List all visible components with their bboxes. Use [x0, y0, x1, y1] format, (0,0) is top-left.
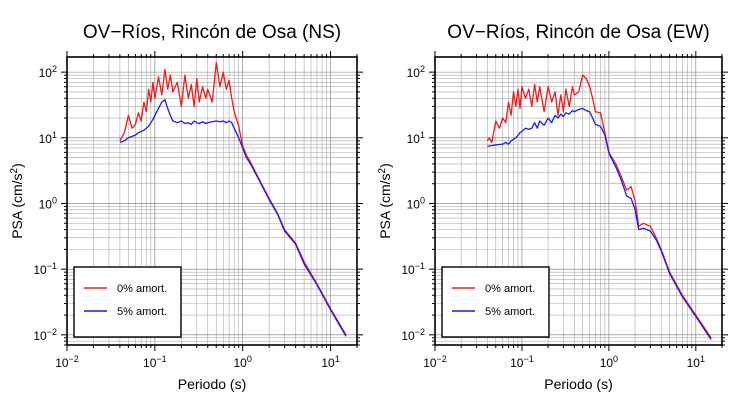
plot-frame [66, 56, 358, 346]
legend-label: 5% amort. [117, 306, 167, 318]
x-tick-label-base: 10 [510, 356, 524, 370]
plot-frame [434, 56, 723, 346]
y-tick-label: 101 [407, 130, 425, 146]
series-line-damping-0 [119, 61, 347, 336]
y-tick-label-base: 10 [33, 263, 47, 277]
x-tick-label: 100 [600, 354, 618, 370]
chart-ew: OV−Ríos, Rincón de Osa (EW)10−2 10−1 100 10… [377, 22, 728, 392]
x-axis-label: Periodo (s) [178, 376, 246, 392]
chart-ns: OV−Ríos, Rincón de Osa (NS)10−2 10−1 100 10… [9, 22, 363, 392]
y-tick-label-exp: 2 [52, 64, 57, 74]
x-tick-label-exp: −1 [523, 354, 533, 364]
y-tick-label-base: 10 [407, 66, 421, 80]
x-tick-label-base: 10 [143, 356, 157, 370]
x-tick-label: 10−1 [143, 354, 167, 370]
y-axis-label-sup: 2 [9, 167, 20, 173]
y-tick-label: 10−1 [401, 261, 425, 277]
series-line-damping-5 [119, 99, 347, 337]
y-tick-label-exp: −1 [47, 261, 57, 271]
y-axis-label-base: PSA (cm/s [9, 173, 25, 238]
y-tick-label: 10−1 [33, 261, 57, 277]
y-tick-label: 102 [407, 64, 425, 80]
y-tick-label-exp: −2 [47, 327, 57, 337]
x-tick-label: 10−1 [510, 354, 534, 370]
y-tick-label-exp: 0 [420, 195, 425, 205]
series-line-damping-5 [487, 107, 712, 340]
legend-item: 0% amort. [84, 283, 167, 295]
y-tick-label: 10−2 [33, 327, 57, 343]
ticks [61, 51, 363, 351]
x-tick-label: 101 [687, 354, 705, 370]
x-tick-label-exp: −2 [437, 354, 447, 364]
y-tick-label-base: 10 [407, 132, 421, 146]
x-tick-label: 10−2 [423, 354, 447, 370]
legend-box [73, 266, 182, 338]
y-tick-label: 100 [39, 195, 57, 211]
x-tick-label-base: 10 [55, 356, 69, 370]
y-tick-label: 101 [39, 130, 57, 146]
x-tick-label-exp: 0 [613, 354, 618, 364]
x-tick-label-base: 10 [687, 356, 701, 370]
y-tick-label-exp: −2 [415, 327, 425, 337]
y-tick-label-exp: 1 [420, 130, 425, 140]
grid [66, 57, 358, 346]
x-tick-label-base: 10 [321, 356, 335, 370]
legend: 0% amort. 5% amort. [441, 266, 550, 338]
legend-label: 0% amort. [117, 283, 167, 295]
y-tick-label: 100 [407, 195, 425, 211]
x-tick-label-base: 10 [423, 356, 437, 370]
x-tick-label-base: 10 [600, 356, 614, 370]
y-tick-label-base: 10 [39, 197, 53, 211]
y-tick-label: 102 [39, 64, 57, 80]
x-tick-label-exp: −2 [69, 354, 79, 364]
x-tick-label-exp: 1 [700, 354, 705, 364]
y-tick-label-exp: 2 [420, 64, 425, 74]
x-tick-label-exp: 0 [247, 354, 252, 364]
x-tick-label-base: 10 [234, 356, 248, 370]
y-tick-label-exp: 1 [52, 130, 57, 140]
y-axis-label: PSA (cm/s2) [9, 163, 25, 239]
y-axis-label-end: ) [377, 163, 393, 168]
legend-label: 0% amort. [485, 283, 535, 295]
series-line-damping-0 [486, 74, 712, 339]
x-tick-label-exp: −1 [156, 354, 166, 364]
legend-item: 5% amort. [84, 306, 167, 318]
legend-item: 0% amort. [452, 283, 535, 295]
y-axis-label-base: PSA (cm/s [377, 173, 393, 238]
chart-title: OV−Ríos, Rincón de Osa (NS) [83, 22, 341, 43]
y-axis-label-end: ) [9, 163, 25, 168]
legend: 0% amort. 5% amort. [73, 266, 182, 338]
x-tick-label: 100 [234, 354, 252, 370]
y-axis-label: PSA (cm/s2) [377, 163, 393, 239]
legend-label: 5% amort. [485, 306, 535, 318]
y-axis-label-sup: 2 [377, 167, 388, 173]
y-tick-label-base: 10 [39, 66, 53, 80]
y-tick-label: 10−2 [401, 327, 425, 343]
ticks [429, 51, 728, 351]
y-tick-label-base: 10 [401, 263, 415, 277]
legend-box [441, 266, 550, 338]
y-tick-label-base: 10 [39, 132, 53, 146]
legend-item: 5% amort. [452, 306, 535, 318]
x-tick-label: 10−2 [55, 354, 79, 370]
y-tick-label-base: 10 [401, 329, 415, 343]
y-tick-label-exp: −1 [415, 261, 425, 271]
chart-title: OV−Ríos, Rincón de Osa (EW) [447, 22, 709, 43]
y-tick-label-base: 10 [33, 329, 47, 343]
y-tick-label-exp: 0 [52, 195, 57, 205]
x-tick-label: 101 [321, 354, 339, 370]
x-tick-label-exp: 1 [335, 354, 340, 364]
y-tick-label-base: 10 [407, 197, 421, 211]
x-axis-label: Periodo (s) [544, 376, 612, 392]
